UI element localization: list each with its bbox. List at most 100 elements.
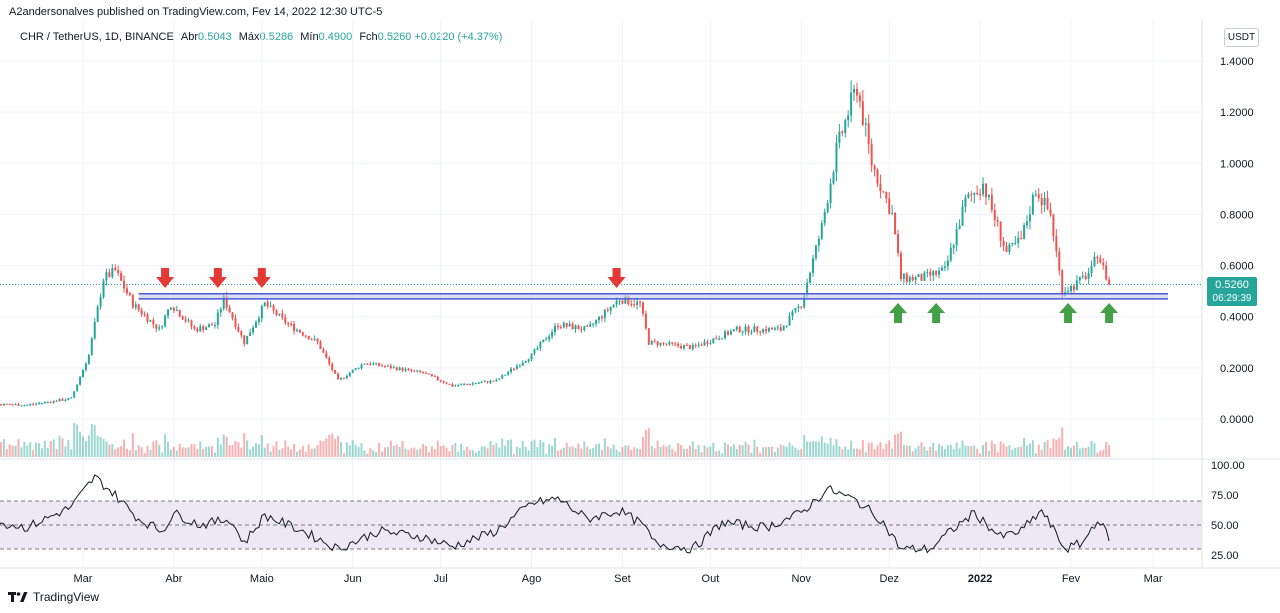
time-tick-label: Jul xyxy=(434,573,448,585)
candle-body xyxy=(735,326,738,330)
candle-body xyxy=(128,293,131,296)
volume-bar xyxy=(545,453,548,457)
low-value: 0.4900 xyxy=(318,31,353,43)
candle-body xyxy=(363,363,366,365)
volume-bar xyxy=(990,440,993,457)
rsi-guides xyxy=(0,500,1202,550)
candle-body xyxy=(899,253,902,280)
candle-body xyxy=(855,88,858,96)
volume-bar xyxy=(457,451,460,457)
down-arrow-icon xyxy=(208,268,227,288)
volume-bar xyxy=(501,438,504,457)
candle-body xyxy=(987,194,990,198)
candle-body xyxy=(794,307,797,312)
candle-body xyxy=(644,313,647,329)
candle-body xyxy=(597,316,600,321)
candle-body xyxy=(512,368,515,370)
candle-body xyxy=(917,274,920,278)
candle-body xyxy=(257,318,260,323)
candle-body xyxy=(210,324,213,326)
currency-button[interactable]: USDT xyxy=(1224,28,1259,47)
volume-bar xyxy=(249,449,252,457)
candle-body xyxy=(639,301,642,303)
candle-body xyxy=(659,342,662,346)
candle-body xyxy=(873,165,876,170)
volume-bar xyxy=(442,445,445,457)
up-arrow-icon xyxy=(1059,303,1078,323)
volume-bar xyxy=(287,446,290,457)
candle-body xyxy=(316,338,319,342)
candle-body xyxy=(155,324,158,329)
volume-bar xyxy=(1028,443,1031,457)
volume-bar xyxy=(46,447,49,457)
volume-bar xyxy=(413,447,416,457)
candle-body xyxy=(530,353,533,360)
candle-body xyxy=(395,367,398,371)
candle-body xyxy=(1072,285,1075,290)
volume-bar xyxy=(73,423,76,457)
close-value: 0.5260 xyxy=(377,31,412,43)
volume-bar xyxy=(1014,447,1017,457)
volume-bar xyxy=(973,445,976,457)
volume-bar xyxy=(785,446,788,457)
volume-bar xyxy=(539,439,542,457)
candle-body xyxy=(114,267,117,271)
volume-bar xyxy=(703,445,706,457)
volume-bar xyxy=(987,451,990,457)
candle-body xyxy=(225,295,228,308)
candle-body xyxy=(52,400,55,403)
volume-bar xyxy=(779,444,782,457)
volume-bar xyxy=(853,448,856,457)
volume-bar xyxy=(829,437,832,457)
volume-bar xyxy=(5,449,8,457)
volume-bar xyxy=(29,442,32,457)
candle-body xyxy=(618,300,621,302)
volume-bar xyxy=(146,445,149,457)
candle-body xyxy=(627,296,630,305)
candle-body xyxy=(392,367,395,369)
volume-bar xyxy=(691,441,694,457)
volume-bar xyxy=(897,433,900,457)
volume-bar xyxy=(137,445,140,457)
candle-body xyxy=(360,364,363,369)
volume-bar xyxy=(674,451,677,457)
candle-body xyxy=(518,365,521,367)
candle-body xyxy=(32,404,35,406)
candle-body xyxy=(773,328,776,330)
volume-bar xyxy=(427,452,430,457)
candle-body xyxy=(879,183,882,192)
volume-bar xyxy=(32,449,35,457)
candle-body xyxy=(266,302,269,307)
volume-bar xyxy=(768,447,771,457)
candle-body xyxy=(460,384,463,386)
volume-bar xyxy=(381,451,384,457)
candle-body xyxy=(304,335,307,337)
candle-body xyxy=(1043,197,1046,206)
volume-bar xyxy=(439,446,442,457)
candle-body xyxy=(694,344,697,346)
candle-body xyxy=(979,193,982,195)
candle-body xyxy=(102,280,105,297)
candle-body xyxy=(23,405,26,407)
symbol-name[interactable]: CHR / TetherUS, 1D, BINANCE xyxy=(20,31,174,43)
candle-body xyxy=(407,368,410,370)
candle-body xyxy=(636,301,639,305)
volume-bar xyxy=(823,442,826,457)
candle-body xyxy=(146,314,149,322)
volume-bar xyxy=(536,446,539,457)
candle-body xyxy=(40,402,43,404)
volume-bar xyxy=(231,445,234,457)
candle-body xyxy=(888,198,891,214)
volume-bar xyxy=(685,448,688,457)
volume-bar xyxy=(592,448,595,457)
candle-body xyxy=(486,381,489,383)
candle-body xyxy=(149,320,152,322)
volume-bar xyxy=(814,441,817,457)
volume-bar xyxy=(803,434,806,457)
volume-bar xyxy=(202,448,205,457)
volume-bar xyxy=(246,440,249,457)
volume-bar xyxy=(102,438,105,457)
time-tick-label: Fev xyxy=(1062,573,1081,585)
candle-body xyxy=(542,339,545,343)
